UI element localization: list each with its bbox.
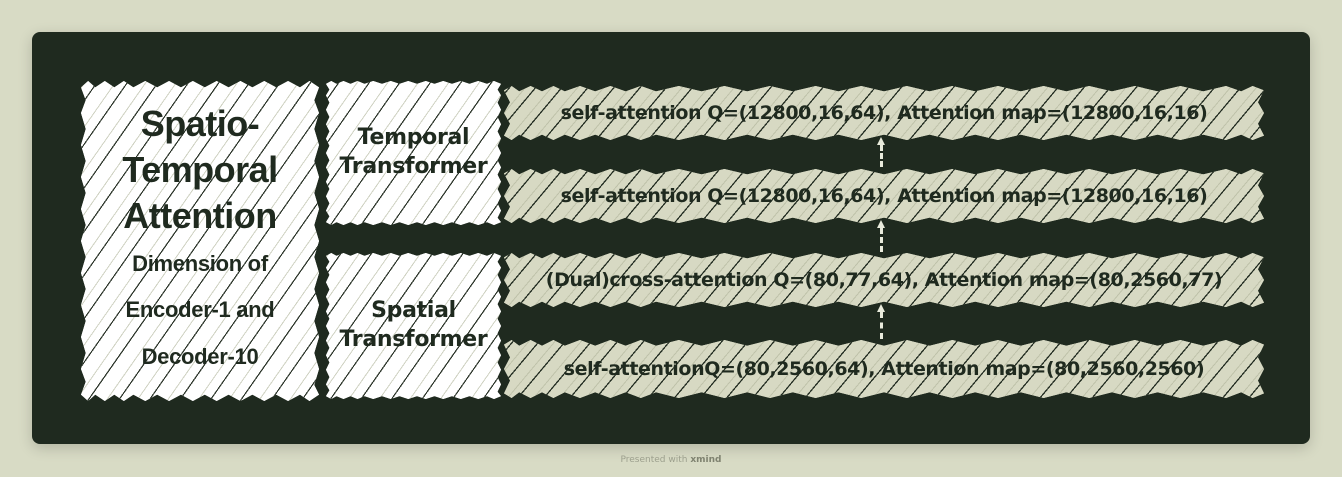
footer-credit: Presented with xmind xyxy=(0,455,1342,465)
subtopic-label: self-attention Q=(12800,16,64), Attentio… xyxy=(560,185,1208,207)
arrowhead-icon xyxy=(877,220,885,228)
topic-spatial-transformer[interactable]: Spatial Transformer xyxy=(326,253,501,399)
subtopic-temporal-self-attention-bottom[interactable]: self-attention Q=(12800,16,64), Attentio… xyxy=(504,169,1264,223)
footer-brand[interactable]: xmind xyxy=(690,455,722,465)
topic-temporal-transformer[interactable]: Temporal Transformer xyxy=(326,81,501,225)
root-subtitle-line: Dimension of xyxy=(132,250,268,276)
subtopic-spatial-cross-attention[interactable]: (Dual)cross-attention Q=(80,77,64), Atte… xyxy=(504,253,1264,307)
subtopic-label: self-attentionQ=(80,2560,64), Attention … xyxy=(563,358,1205,380)
subtopic-label: (Dual)cross-attention Q=(80,77,64), Atte… xyxy=(545,269,1223,291)
arrowhead-icon xyxy=(877,137,885,145)
topic-label-line: Transformer xyxy=(339,327,488,352)
arrowhead-icon xyxy=(877,304,885,312)
root-topic-spatio-temporal-attention[interactable]: Spatio- Temporal Attention Dimension of … xyxy=(81,81,319,401)
topic-label-line: Spatial xyxy=(371,298,456,324)
topic-label-line: Temporal xyxy=(357,125,470,151)
root-subtitle-line: Decoder-10 xyxy=(141,343,259,369)
subtopic-temporal-self-attention-top[interactable]: self-attention Q=(12800,16,64), Attentio… xyxy=(504,86,1264,140)
root-title-line: Attention xyxy=(123,194,277,236)
connector-arrow xyxy=(877,220,885,252)
subtopic-spatial-self-attention[interactable]: self-attentionQ=(80,2560,64), Attention … xyxy=(504,340,1264,398)
footer-prefix: Presented with xyxy=(620,455,688,465)
root-title-line: Temporal xyxy=(122,149,278,191)
topic-label-line: Transformer xyxy=(339,154,488,179)
root-subtitle-line: Encoder-1 and xyxy=(125,297,275,323)
connector-arrow xyxy=(877,137,885,167)
root-title-line: Spatio- xyxy=(140,103,260,145)
subtopic-label: self-attention Q=(12800,16,64), Attentio… xyxy=(560,102,1208,124)
connector-arrow xyxy=(877,304,885,339)
